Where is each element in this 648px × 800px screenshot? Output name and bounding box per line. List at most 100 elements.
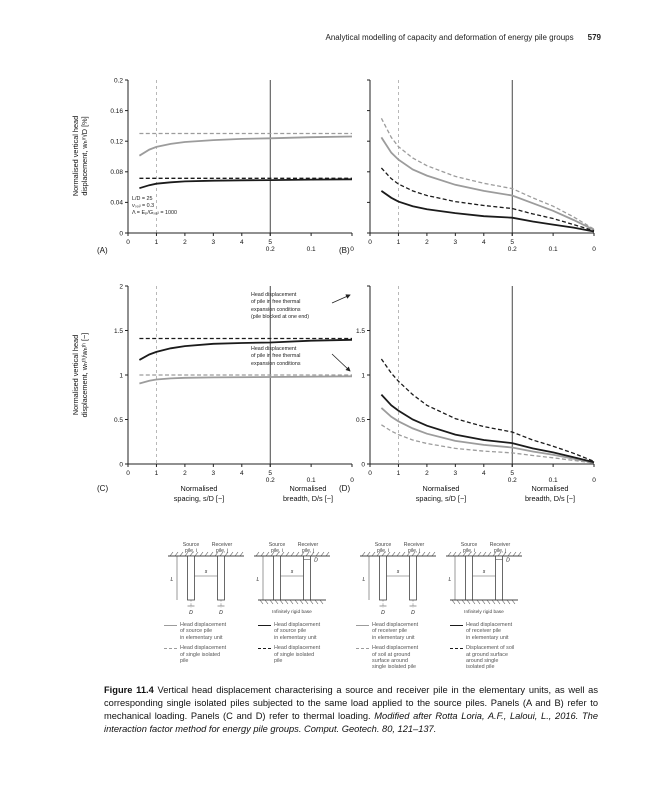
series-receiver-elementary-gray bbox=[380, 407, 595, 464]
x-tick-label: 1 bbox=[397, 239, 401, 246]
chart-panel-c: 0 0.5 1 1.5 2 0 1 2 3 4 50.2 0.1 0 bbox=[114, 283, 354, 484]
rigid-base-label: Infinitely rigid base bbox=[272, 609, 312, 615]
dim-s-label: s bbox=[483, 569, 486, 575]
annotation-blocked-pile: Head displacement of pile in free therma… bbox=[251, 292, 310, 320]
series-receiver-elementary-black bbox=[380, 393, 595, 464]
legend-item-label: Displacement of soil at ground surface a… bbox=[466, 645, 515, 671]
x-tick-label: 1 bbox=[155, 239, 159, 246]
legend-item-label: Head displacement of soil at ground surf… bbox=[372, 645, 419, 671]
series-soil-around-isolated-gray bbox=[380, 118, 595, 230]
x-tick-label: 0 bbox=[350, 477, 354, 484]
x-tick-label: 0 bbox=[592, 246, 596, 253]
dim-L-label: L bbox=[257, 577, 260, 583]
x-tick-label: 4 bbox=[482, 239, 486, 246]
legend-item: Displacement of soil at ground surface a… bbox=[450, 645, 538, 671]
source-pile-label: Source bbox=[269, 542, 286, 548]
series-receiver-elementary-black bbox=[380, 190, 595, 233]
header-title: Analytical modelling of capacity and def… bbox=[325, 33, 574, 42]
x-tick-label: 3 bbox=[454, 470, 458, 477]
legend-item-label: Head displacement of single isolated pil… bbox=[274, 645, 321, 665]
arrow-to-blocked-line bbox=[331, 294, 351, 304]
y-axis-title-top: Normalised vertical head displacement, w… bbox=[71, 115, 89, 197]
y-tick-label: 0.5 bbox=[114, 417, 123, 424]
receiver-pile-label: pile, j bbox=[216, 548, 228, 554]
x-tick-label: 5 bbox=[268, 239, 272, 246]
receiver-pile bbox=[495, 555, 503, 601]
y-axis-title-bottom: Normalised vertical head displacement, w… bbox=[71, 332, 89, 418]
dim-D-label: D bbox=[189, 610, 193, 616]
x-tick-label: 0.2 bbox=[266, 477, 275, 484]
x-tick-label: 3 bbox=[212, 239, 216, 246]
dim-D-label: D bbox=[506, 558, 510, 564]
receiver-pile bbox=[217, 555, 225, 601]
dim-L-label: L bbox=[363, 577, 366, 583]
legend-item: Head displacement of single isolated pil… bbox=[164, 645, 252, 664]
legend-swatch-gray-solid-line bbox=[356, 624, 369, 626]
legend-swatch-black-solid-line bbox=[450, 624, 463, 626]
x-tick-label: 4 bbox=[482, 470, 486, 477]
series-receiver-elementary-gray bbox=[380, 136, 595, 231]
x-tick-label: 0.2 bbox=[508, 246, 517, 253]
legend-swatch-gray-solid-line bbox=[164, 624, 177, 626]
x-tick-label: 5 bbox=[510, 239, 514, 246]
y-tick-label: 0.12 bbox=[110, 139, 123, 146]
dim-L-label: L bbox=[449, 577, 452, 583]
x-tick-label: 1 bbox=[397, 470, 401, 477]
receiver-pile-label: pile, j bbox=[494, 548, 506, 554]
x-axis-title-spacing-d: Normalised spacing, s/D [−] bbox=[415, 484, 467, 503]
y-tick-label: 0.2 bbox=[114, 77, 123, 84]
x-tick-label: 0 bbox=[126, 239, 130, 246]
x-axis-title-breadth-d: Normalised breadth, D/s [−] bbox=[524, 484, 576, 503]
chart-panel-d: 0 0.5 1 1.5 0 1 2 3 4 50.2 0.1 0 bbox=[356, 285, 596, 484]
y-tick-label: 2 bbox=[119, 283, 123, 290]
series-source-elementary-black bbox=[138, 338, 353, 361]
series-soil-around-isolated-black bbox=[380, 358, 595, 462]
chart-panel-a: 00.040.080.120.160.20 1 2 3 4 50.2 0.1 0 bbox=[110, 77, 354, 253]
dim-D-label: D bbox=[381, 610, 385, 616]
series-source-elementary-black bbox=[139, 178, 353, 190]
series-source-elementary-gray bbox=[139, 375, 353, 385]
legend-right: Head displacement of receiver pile in el… bbox=[356, 622, 538, 671]
legend-item-label: Head displacement of receiver pile in el… bbox=[372, 622, 419, 641]
receiver-pile-label: Receiver bbox=[298, 542, 319, 548]
panel-label-d: (D) bbox=[339, 484, 351, 493]
legend-item: Head displacement of soil at ground surf… bbox=[356, 645, 444, 671]
annotation-free-expansion: Head displacement of pile in free therma… bbox=[251, 346, 301, 367]
legend-left: Head displacement of source pile in elem… bbox=[164, 622, 346, 664]
source-pile bbox=[465, 555, 473, 601]
legend-item: Head displacement of receiver pile in el… bbox=[450, 622, 538, 641]
arrow-to-free-line bbox=[331, 353, 351, 372]
caption-label: Figure 11.4 bbox=[104, 685, 154, 695]
y-tick-label: 1.5 bbox=[356, 328, 365, 335]
page-number: 579 bbox=[587, 33, 601, 42]
x-tick-label: 0 bbox=[368, 239, 372, 246]
source-pile-label: pile, i bbox=[377, 548, 389, 554]
x-tick-label: 4 bbox=[240, 470, 244, 477]
x-tick-label: 3 bbox=[212, 470, 216, 477]
source-pile bbox=[379, 555, 387, 601]
x-axis-title-breadth-c: Normalised breadth, D/s [−] bbox=[282, 484, 334, 503]
legend-swatch-gray-dashed-line bbox=[164, 647, 177, 649]
y-tick-label: 0 bbox=[361, 461, 365, 468]
pile-diagram-endbearing-1: Source pile, i Receiver pile, j L s D In… bbox=[254, 542, 330, 615]
receiver-pile-label: Receiver bbox=[490, 542, 511, 548]
y-tick-label: 0 bbox=[119, 230, 123, 237]
source-pile-label: pile, i bbox=[271, 548, 283, 554]
y-tick-label: 0 bbox=[119, 461, 123, 468]
panel-label-c: (C) bbox=[97, 484, 109, 493]
source-pile-label: Source bbox=[461, 542, 478, 548]
dim-s-label: s bbox=[205, 569, 208, 575]
x-tick-label: 2 bbox=[183, 470, 187, 477]
legend-item-label: Head displacement of source pile in elem… bbox=[180, 622, 227, 641]
pile-diagram-endbearing-2: Source pile, i Receiver pile, j L s D In… bbox=[446, 542, 522, 615]
model-parameters-inset: L/D = 25 νₛₒᵢₗ = 0.3 Λ = Eₚ/Gₛₒᵢₗ = 1000 bbox=[132, 196, 177, 217]
source-pile-label: Source bbox=[375, 542, 392, 548]
legend-swatch-black-dashed-line bbox=[258, 647, 271, 649]
ground-hatch bbox=[447, 551, 522, 557]
chart-panel-b: 0 1 2 3 4 50.2 0.1 0 bbox=[367, 79, 596, 253]
legend-swatch-black-dashed-line bbox=[450, 647, 463, 649]
dim-s-label: s bbox=[397, 569, 400, 575]
panel-label-b: (B) bbox=[339, 246, 350, 255]
rigid-base-hatch bbox=[451, 599, 516, 605]
